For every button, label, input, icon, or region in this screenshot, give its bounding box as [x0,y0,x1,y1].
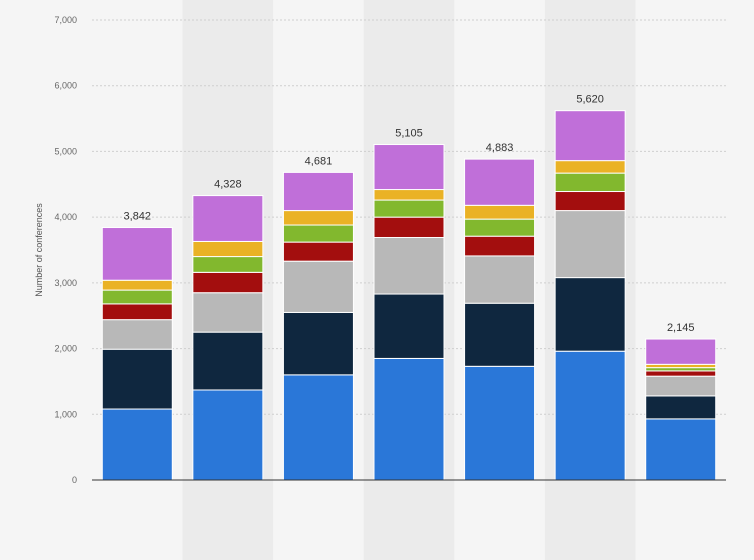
y-axis-label: Number of conferences [34,203,44,297]
total-label: 2,145 [667,322,695,334]
bar-segment [192,292,264,333]
bar-segment [554,160,626,174]
bar-segment [192,195,264,242]
bar-segment [645,370,717,377]
y-tick-label: 3,000 [54,278,77,288]
bar-segment [464,204,536,220]
y-tick-label: 6,000 [54,81,77,91]
bar-segment [645,395,717,420]
bar-segment [282,260,354,313]
bar-segment [192,389,264,481]
y-tick-label: 7,000 [54,15,77,25]
bars [101,110,717,481]
total-label: 5,620 [576,94,604,106]
bar-segment [554,210,626,279]
bar-segment [282,311,354,376]
bar-segment [101,348,173,410]
bar-segment [192,240,264,258]
y-tick-label: 0 [72,475,77,485]
total-labels: 3,842 4,328 4,681 5,105 4,883 5,620 2,145 [124,94,695,334]
y-tick-label: 2,000 [54,344,77,354]
total-label: 4,328 [214,179,242,191]
bar-segment [282,224,354,243]
bar-segment [373,293,445,359]
bar-segment [101,289,173,305]
bar-segment [101,319,173,350]
y-tick-label: 4,000 [54,212,77,222]
bar-segment [101,227,173,281]
bar-segment [101,279,173,291]
bar-segment [373,357,445,481]
bar-segment [464,218,536,237]
bar-segment [101,303,173,321]
y-tick-label: 5,000 [54,146,77,156]
bar-segment [464,365,536,481]
total-label: 3,842 [124,211,152,223]
total-label: 4,883 [486,142,514,154]
bar-segment [373,199,445,218]
bar-segment [554,191,626,212]
total-label: 5,105 [395,128,423,140]
bar-segment [373,237,445,295]
bar-segment [464,302,536,367]
bar-segment [282,210,354,226]
bar-segment [373,144,445,191]
bar-segment [645,418,717,481]
bar-segment [464,235,536,257]
bar-segment [373,216,445,239]
bar-segment [554,350,626,481]
bar-segment [464,255,536,304]
bar-segment [101,408,173,481]
bar-segment [192,256,264,273]
bar-segment [464,158,536,206]
bar-segment [282,241,354,262]
bar-segment [645,338,717,365]
bar-segment [282,374,354,481]
bar-segment [373,189,445,201]
y-tick-label: 1,000 [54,409,77,419]
bar-segment [192,271,264,294]
bar-segment [645,375,717,397]
y-axis-ticks: 0 1,000 2,000 3,000 4,000 5,000 6,000 7,000 [54,15,77,485]
bar-segment [192,331,264,391]
bar-segment [554,277,626,352]
total-label: 4,681 [305,155,333,167]
bar-segment [554,110,626,162]
bar-segment [282,171,354,212]
bar-segment [554,172,626,193]
